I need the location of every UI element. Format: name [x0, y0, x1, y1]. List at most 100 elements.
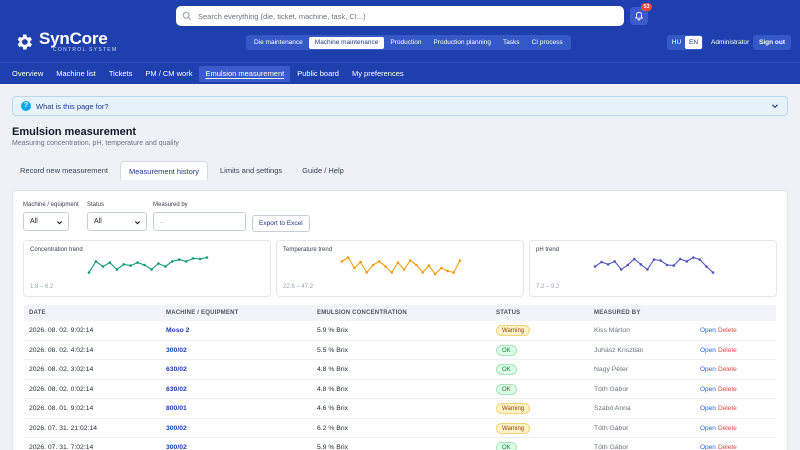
trend-point [94, 260, 98, 263]
open-button[interactable]: Open [700, 385, 716, 393]
sign-out-button[interactable]: Sign out [753, 35, 791, 50]
row-machine-link[interactable]: 630/02 [166, 385, 187, 393]
table-header: DATE MACHINE / EQUIPMENT EMULSION CONCEN… [24, 305, 776, 321]
status-badge: OK [496, 364, 517, 375]
row-measured-by: Nagy Péter [594, 366, 629, 373]
status-badge: Warning [496, 325, 531, 336]
trend-point [359, 260, 362, 264]
row-machine-link[interactable]: 300/02 [166, 424, 187, 432]
trend-point [692, 256, 695, 259]
tab-limits-and-settings[interactable]: Limits and settings [220, 166, 283, 175]
trend-range: 7.2 – 9.2 [536, 284, 560, 290]
row-machine-link[interactable]: 300/02 [166, 346, 187, 354]
notifications-button[interactable] [630, 7, 648, 25]
row-measured-by: Szabó Anna [594, 405, 631, 412]
row-date: 2026. 07. 31. 21:02:14 [29, 424, 98, 432]
temperature-sparkline [340, 256, 462, 276]
user-name[interactable]: Administrator [711, 39, 750, 46]
table-row[interactable]: 2026. 08. 02. 3:02:14 630/02 4.8 % Brix OK N… [24, 360, 776, 380]
trend-point [191, 257, 195, 260]
open-button[interactable]: Open [700, 346, 716, 354]
language-en[interactable]: EN [685, 36, 702, 49]
chevron-down-icon [134, 221, 141, 225]
language-switcher: HU EN [667, 35, 703, 50]
table-row[interactable]: 2026. 08. 02. 9:02:14 Moso 2 5.9 % Brix War… [24, 321, 776, 341]
delete-button[interactable]: Delete [718, 385, 737, 393]
brand-name: SynCore [39, 29, 108, 48]
language-hu[interactable]: HU [671, 39, 682, 46]
table-row[interactable]: 2026. 07. 31. 21:02:14 300/02 6.2 % Brix Wa… [24, 419, 776, 438]
delete-button[interactable]: Delete [718, 346, 737, 354]
row-machine-link[interactable]: 630/02 [166, 366, 187, 373]
trend-point [698, 258, 702, 261]
module-ci-process[interactable]: CI process [531, 38, 563, 46]
row-measured-by: Kiss Márton [594, 327, 630, 334]
trend-point [122, 263, 125, 266]
page-tabs: Record new measurement Measurement histo… [12, 161, 356, 180]
status-badge: OK [496, 344, 517, 356]
row-concentration: 5.9 % Brix [317, 444, 348, 450]
machine-filter-label: Machine / equipment [23, 202, 79, 208]
row-date: 2026. 08. 02. 4:02:14 [29, 346, 94, 354]
module-production[interactable]: Production [390, 38, 422, 46]
search-input[interactable] [198, 11, 618, 21]
nav-tickets[interactable]: Tickets [108, 68, 133, 78]
row-date: 2026. 07. 31. 7:02:14 [29, 444, 94, 450]
search-icon [182, 11, 192, 21]
row-concentration: 6.2 % Brix [317, 424, 348, 432]
table-row[interactable]: 2026. 07. 31. 7:02:14 300/02 5.9 % Brix OK T… [24, 438, 776, 450]
module-tasks[interactable]: Tasks [502, 38, 520, 46]
trend-point [108, 261, 112, 264]
nav-machine-list[interactable]: Machine list [56, 68, 96, 78]
module-production-planning[interactable]: Production planning [433, 38, 491, 46]
row-machine-link[interactable]: 800/01 [166, 405, 187, 412]
delete-button[interactable]: Delete [718, 424, 737, 432]
nav-public-board[interactable]: Public board [297, 68, 339, 78]
row-measured-by: Tóth Gábor [594, 385, 629, 393]
open-button[interactable]: Open [700, 444, 716, 450]
trend-point [619, 268, 623, 271]
nav-overview[interactable]: Overview [12, 68, 44, 78]
row-concentration: 4.8 % Brix [317, 385, 348, 393]
status-filter-select[interactable]: All [87, 212, 147, 231]
open-button[interactable]: Open [700, 327, 716, 334]
machine-filter-select[interactable]: All [23, 212, 69, 231]
row-machine-link[interactable]: 300/02 [166, 444, 187, 450]
trend-point [409, 259, 412, 262]
tab-measurement-history[interactable]: Measurement history [119, 161, 208, 180]
table-row[interactable]: 2026. 08. 01. 9:02:14 800/01 4.6 % Brix War… [24, 399, 776, 419]
machine-filter-value: All [30, 218, 38, 225]
temperature-trend-card: Temperature trend 22.6 – 47.2 [276, 240, 524, 297]
delete-button[interactable]: Delete [718, 366, 737, 373]
delete-button[interactable]: Delete [718, 405, 737, 412]
trend-point [652, 258, 656, 261]
delete-button[interactable]: Delete [718, 444, 737, 450]
page-title: Emulsion measurement [12, 126, 137, 138]
table-row[interactable]: 2026. 08. 02. 4:02:14 300/02 5.5 % Brix OK J… [24, 341, 776, 360]
export-excel-button[interactable]: Export to Excel [252, 215, 310, 232]
open-button[interactable]: Open [700, 405, 716, 412]
module-machine-maintenance[interactable]: Machine maintenance [308, 36, 385, 49]
status-badge: OK [496, 442, 517, 450]
open-button[interactable]: Open [700, 424, 716, 432]
trend-point [711, 271, 715, 274]
trend-point [378, 260, 381, 263]
status-badge: Warning [496, 403, 531, 414]
tab-record-new-measurement[interactable]: Record new measurement [20, 166, 108, 175]
trend-range: 22.6 – 47.2 [283, 284, 314, 290]
table-row[interactable]: 2026. 08. 02. 0:02:14 630/02 4.8 % Brix OK T… [24, 380, 776, 399]
trend-line [88, 256, 208, 273]
trend-point [87, 271, 91, 274]
global-search[interactable] [176, 6, 624, 26]
delete-button[interactable]: Delete [718, 327, 737, 334]
module-die-maintenance[interactable]: Die maintenance [254, 38, 303, 46]
nav-my-preferences[interactable]: My preferences [351, 68, 404, 78]
help-accordion[interactable]: ? What is this page for? [12, 96, 788, 116]
measured-by-input[interactable] [153, 212, 246, 231]
tab-guide-help[interactable]: Guide / Help [302, 166, 344, 175]
nav-pm-cm-work[interactable]: PM / CM work [145, 68, 193, 78]
open-button[interactable]: Open [700, 366, 716, 373]
nav-emulsion-measurement[interactable]: Emulsion measurement [199, 65, 291, 82]
brand-logo[interactable]: SynCore CONTROL SYSTEM [14, 30, 117, 53]
row-machine-link[interactable]: Moso 2 [166, 327, 190, 334]
